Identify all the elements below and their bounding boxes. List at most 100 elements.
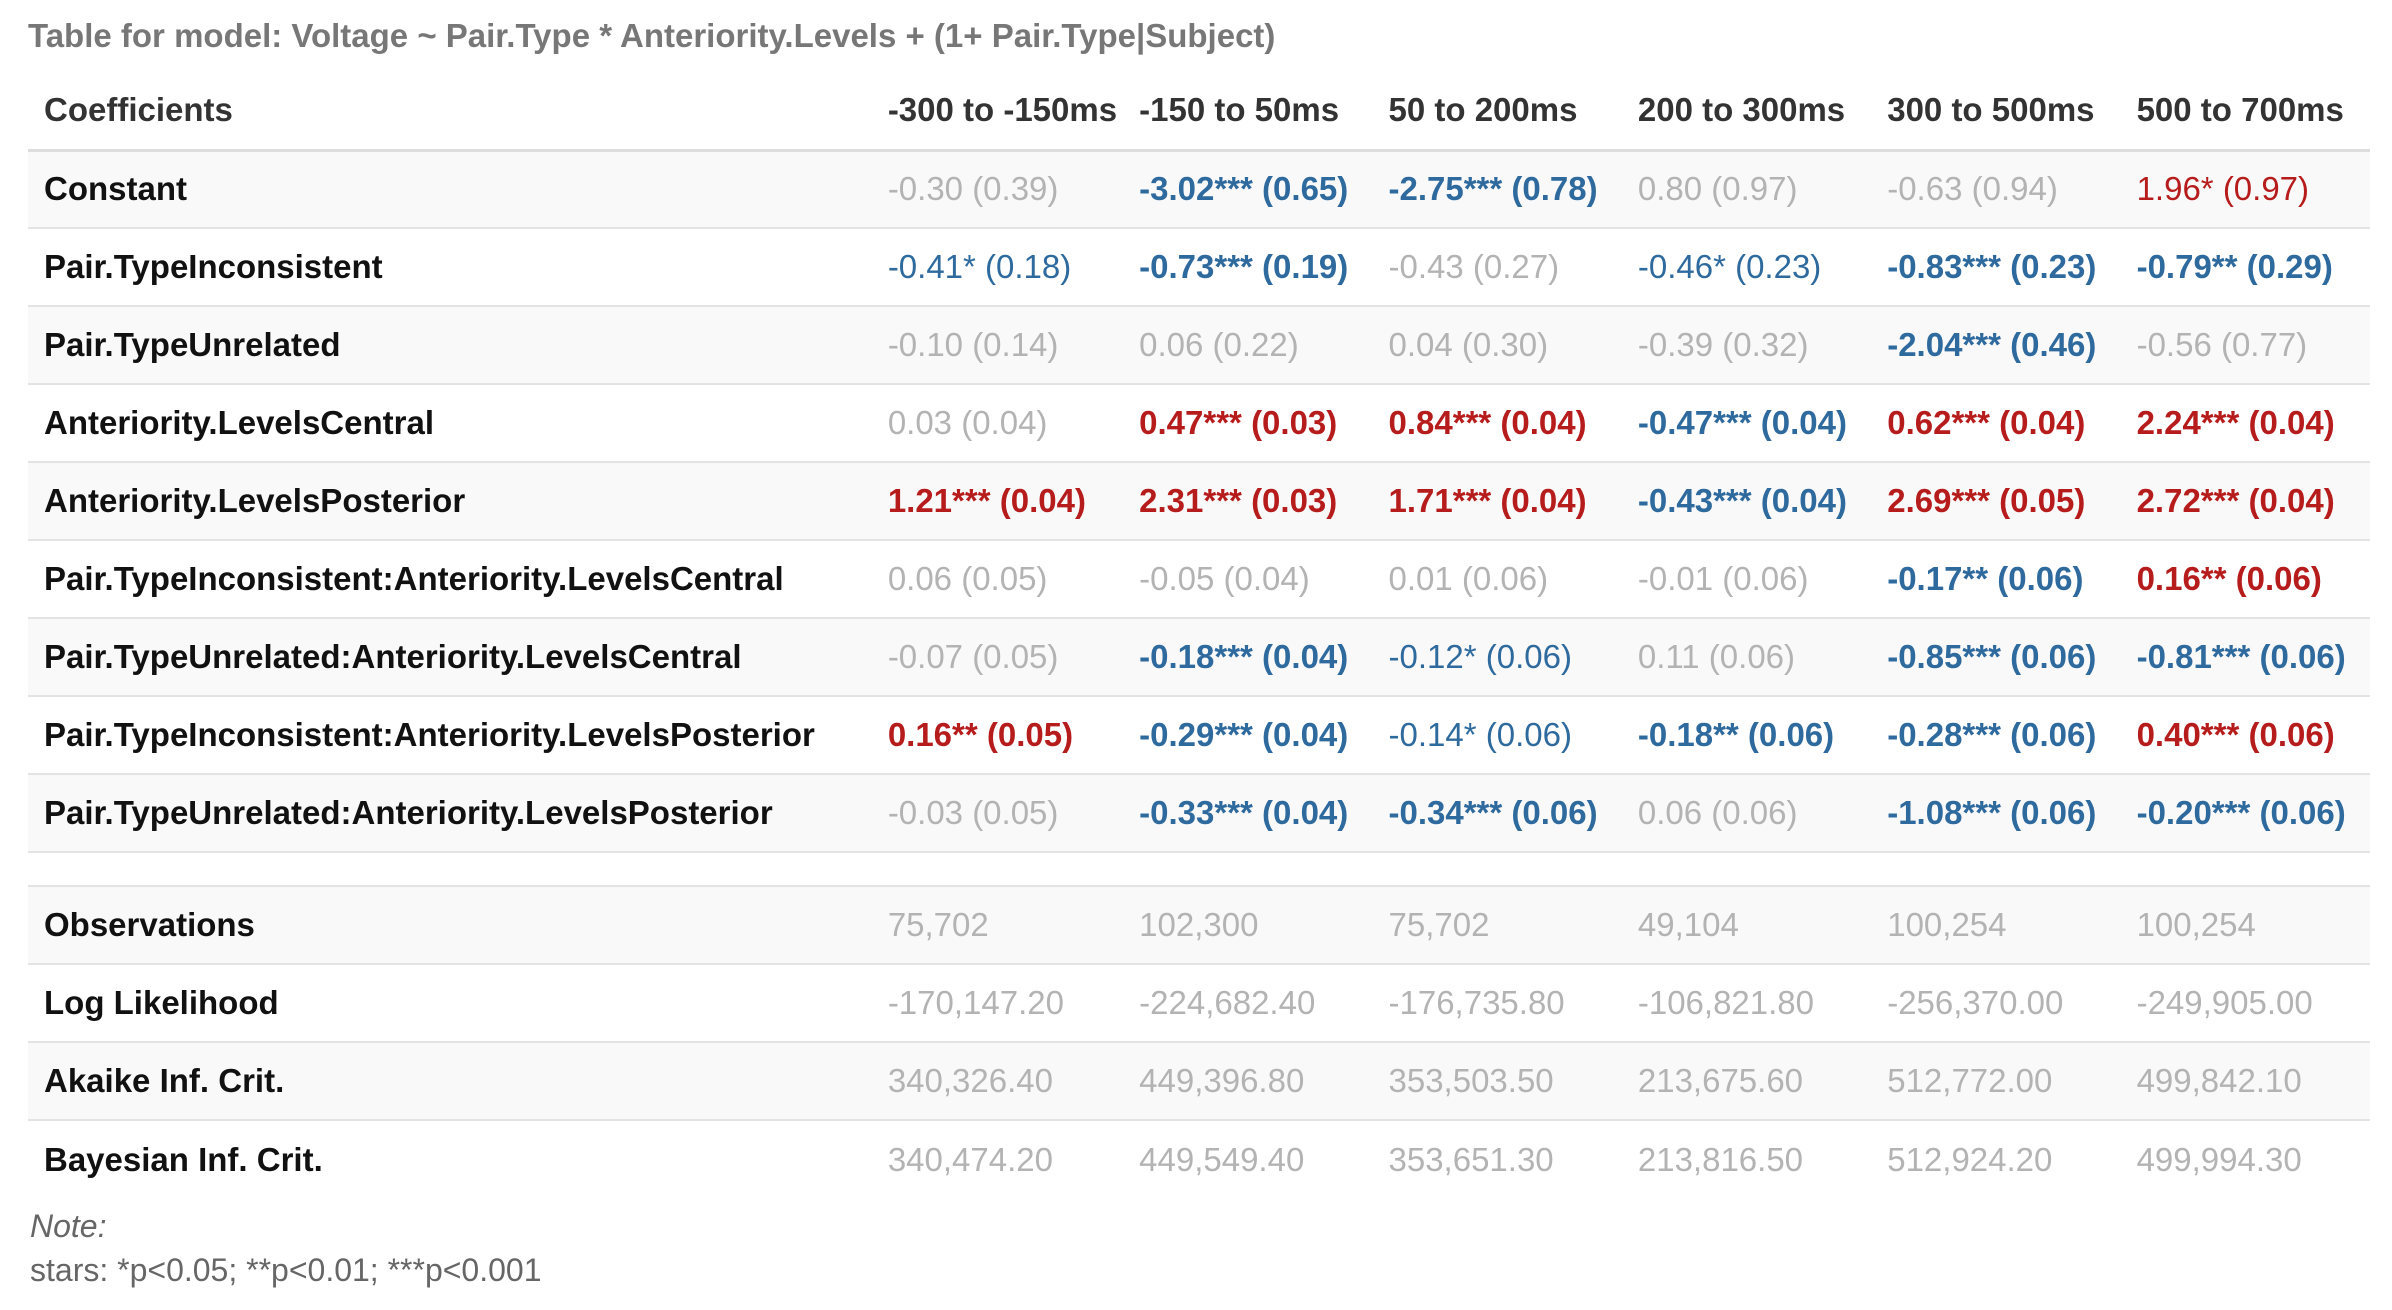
header-window: 50 to 200ms [1372, 72, 1622, 152]
coefficient-estimate: -0.63 (0.94) [1871, 150, 2121, 229]
coefficient-estimate: -0.43*** (0.04) [1621, 462, 1872, 541]
coefficient-estimate: 0.84*** (0.04) [1372, 384, 1622, 463]
coefficient-estimate: 2.69*** (0.05) [1871, 462, 2121, 541]
statistic-value: 213,675.60 [1621, 1042, 1872, 1121]
coefficient-estimate: -0.79** (0.29) [2120, 228, 2370, 307]
coefficient-estimate: -2.75*** (0.78) [1372, 150, 1622, 229]
coefficient-estimate: 2.72*** (0.04) [2120, 462, 2370, 541]
statistic-value: 102,300 [1123, 886, 1373, 965]
statistic-value: 512,772.00 [1871, 1042, 2121, 1121]
coefficient-estimate: 1.71*** (0.04) [1372, 462, 1622, 541]
coefficient-estimate: -0.41* (0.18) [871, 228, 1124, 307]
statistic-value: 449,549.40 [1123, 1120, 1373, 1198]
statistic-row: Akaike Inf. Crit. 340,326.40 449,396.80 353… [28, 1042, 2370, 1121]
statistic-value: 499,994.30 [2120, 1120, 2370, 1198]
header-window: -150 to 50ms [1123, 72, 1373, 152]
divider-cell [2120, 852, 2370, 887]
coefficient-name: Pair.TypeUnrelated:Anteriority.LevelsCen… [28, 618, 872, 697]
coefficient-estimate: 1.21*** (0.04) [871, 462, 1124, 541]
coefficient-estimate: -0.56 (0.77) [2120, 306, 2370, 385]
table-caption: Table for model: Voltage ~ Pair.Type * A… [28, 17, 1276, 54]
coefficient-estimate: -0.83*** (0.23) [1871, 228, 2121, 307]
table-header: Coefficients -300 to -150ms -150 to 50ms 5… [28, 72, 2370, 152]
coefficient-estimate: -0.29*** (0.04) [1123, 696, 1373, 775]
coefficient-estimate: -0.85*** (0.06) [1871, 618, 2121, 697]
statistic-value: 499,842.10 [2120, 1042, 2370, 1121]
coefficient-row: Pair.TypeInconsistent:Anteriority.Levels… [28, 696, 2370, 775]
statistic-row: Log Likelihood -170,147.20 -224,682.40 -176… [28, 964, 2370, 1043]
divider-cell [871, 852, 1124, 887]
coefficient-estimate: -0.73*** (0.19) [1123, 228, 1373, 307]
coefficient-estimate: -3.02*** (0.65) [1123, 150, 1373, 229]
coefficient-estimate: -1.08*** (0.06) [1871, 774, 2121, 853]
coefficient-estimate: 0.01 (0.06) [1372, 540, 1622, 619]
coefficient-estimate: 0.06 (0.06) [1621, 774, 1872, 853]
coefficient-estimate: 0.40*** (0.06) [2120, 696, 2370, 775]
statistic-value: -249,905.00 [2120, 964, 2370, 1043]
divider-cell [1123, 852, 1373, 887]
coefficient-estimate: -2.04*** (0.46) [1871, 306, 2121, 385]
statistic-name: Observations [28, 886, 872, 965]
coefficients-table: Coefficients -300 to -150ms -150 to 50ms 5… [28, 72, 2370, 1198]
statistic-value: 340,326.40 [871, 1042, 1124, 1121]
coefficient-estimate: -0.05 (0.04) [1123, 540, 1373, 619]
coefficient-estimate: 0.06 (0.22) [1123, 306, 1373, 385]
coefficient-estimate: -0.18** (0.06) [1621, 696, 1872, 775]
table-body: Constant -0.30 (0.39) -3.02*** (0.65) -2.75… [28, 150, 2370, 1198]
coefficient-name: Anteriority.LevelsCentral [28, 384, 872, 463]
divider-cell [1372, 852, 1622, 887]
coefficient-estimate: 2.31*** (0.03) [1123, 462, 1373, 541]
coefficient-estimate: 0.16** (0.06) [2120, 540, 2370, 619]
coefficient-row: Pair.TypeUnrelated:Anteriority.LevelsCen… [28, 618, 2370, 697]
statistic-value: -224,682.40 [1123, 964, 1373, 1043]
header-coefficients: Coefficients [28, 72, 872, 152]
coefficient-estimate: -0.07 (0.05) [871, 618, 1124, 697]
statistic-value: -256,370.00 [1871, 964, 2121, 1043]
statistic-name: Bayesian Inf. Crit. [28, 1120, 872, 1198]
header-window: -300 to -150ms [871, 72, 1124, 152]
coefficient-name: Pair.TypeUnrelated [28, 306, 872, 385]
coefficient-row: Constant -0.30 (0.39) -3.02*** (0.65) -2.75… [28, 150, 2370, 229]
coefficient-estimate: -0.39 (0.32) [1621, 306, 1872, 385]
coefficient-row: Anteriority.LevelsCentral 0.03 (0.04) 0.47… [28, 384, 2370, 463]
section-divider [28, 852, 2370, 887]
statistic-value: 340,474.20 [871, 1120, 1124, 1198]
statistic-value: 353,503.50 [1372, 1042, 1622, 1121]
coefficient-row: Pair.TypeUnrelated -0.10 (0.14) 0.06 (0.22… [28, 306, 2370, 385]
coefficient-estimate: -0.81*** (0.06) [2120, 618, 2370, 697]
coefficient-estimate: -0.28*** (0.06) [1871, 696, 2121, 775]
coefficient-estimate: 0.11 (0.06) [1621, 618, 1872, 697]
divider-cell [28, 852, 872, 887]
coefficient-estimate: -0.12* (0.06) [1372, 618, 1622, 697]
header-window: 200 to 300ms [1621, 72, 1872, 152]
table-note: Note: stars: *p<0.05; **p<0.01; ***p<0.0… [28, 1204, 2364, 1292]
coefficient-estimate: -0.30 (0.39) [871, 150, 1124, 229]
statistic-value: -170,147.20 [871, 964, 1124, 1043]
coefficient-estimate: 2.24*** (0.04) [2120, 384, 2370, 463]
coefficient-row: Pair.TypeUnrelated:Anteriority.LevelsPos… [28, 774, 2370, 853]
coefficient-estimate: -0.33*** (0.04) [1123, 774, 1373, 853]
divider-cell [1621, 852, 1872, 887]
coefficient-estimate: -0.14* (0.06) [1372, 696, 1622, 775]
coefficient-estimate: 0.04 (0.30) [1372, 306, 1622, 385]
statistic-row: Bayesian Inf. Crit. 340,474.20 449,549.40 3… [28, 1120, 2370, 1198]
statistic-row: Observations 75,702 102,300 75,702 49,104 100… [28, 886, 2370, 965]
statistic-value: 213,816.50 [1621, 1120, 1872, 1198]
coefficient-estimate: 1.96* (0.97) [2120, 150, 2370, 229]
statistic-value: 353,651.30 [1372, 1120, 1622, 1198]
coefficient-estimate: -0.17** (0.06) [1871, 540, 2121, 619]
coefficient-estimate: 0.16** (0.05) [871, 696, 1124, 775]
statistic-value: 512,924.20 [1871, 1120, 2121, 1198]
coefficient-estimate: -0.43 (0.27) [1372, 228, 1622, 307]
header-row: Coefficients -300 to -150ms -150 to 50ms 5… [28, 72, 2370, 152]
coefficient-name: Pair.TypeInconsistent:Anteriority.Levels… [28, 540, 872, 619]
coefficient-estimate: -0.46* (0.23) [1621, 228, 1872, 307]
coefficient-row: Pair.TypeInconsistent -0.41* (0.18) -0.73*… [28, 228, 2370, 307]
coefficient-estimate: -0.03 (0.05) [871, 774, 1124, 853]
statistic-value: 49,104 [1621, 886, 1872, 965]
statistic-value: 100,254 [1871, 886, 2121, 965]
coefficient-name: Constant [28, 150, 872, 229]
header-window: 300 to 500ms [1871, 72, 2121, 152]
statistic-value: -176,735.80 [1372, 964, 1622, 1043]
